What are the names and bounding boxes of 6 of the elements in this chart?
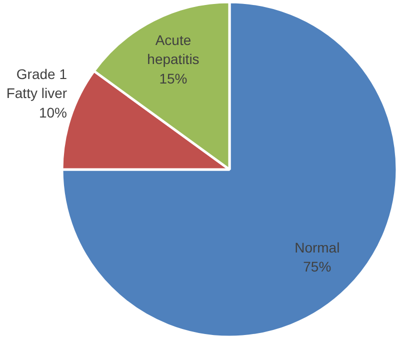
slice-label: Grade 1 Fatty liver bbox=[6, 66, 68, 102]
slice-label: Acute hepatitis bbox=[147, 32, 200, 68]
data-label: 10% bbox=[38, 104, 68, 120]
data-label: 75% bbox=[303, 258, 332, 275]
slice-label: Normal bbox=[294, 240, 340, 256]
data-label: 15% bbox=[159, 70, 188, 86]
